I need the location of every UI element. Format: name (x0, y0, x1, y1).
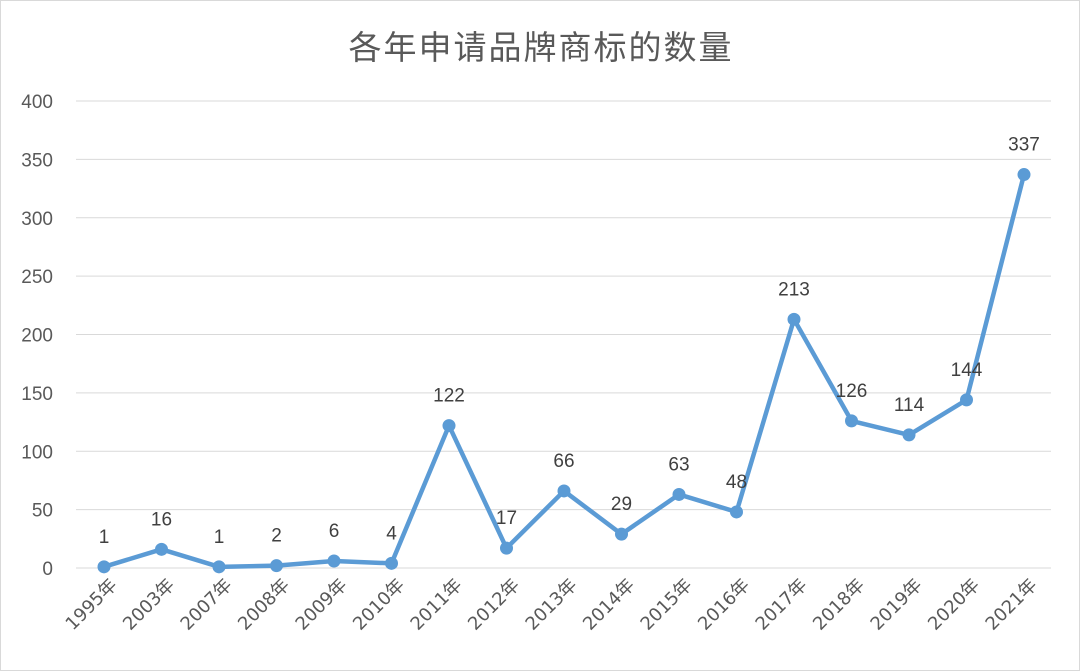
data-label: 66 (553, 451, 574, 472)
y-axis-ticks: 0 50 100 150 200 250 300 350 400 (21, 92, 53, 580)
y-tick-label: 400 (21, 92, 53, 113)
data-label: 16 (151, 509, 172, 530)
data-label: 1 (99, 527, 110, 548)
x-tick-label: 2017年 (752, 575, 812, 635)
data-label: 337 (1008, 135, 1040, 156)
data-point (385, 556, 398, 570)
data-point (270, 559, 283, 573)
x-tick-label: 2007年 (177, 575, 237, 635)
data-point (902, 428, 916, 442)
x-tick-label: 2014年 (579, 575, 639, 635)
y-tick-label: 200 (21, 326, 53, 347)
x-tick-label: 2019年 (867, 575, 927, 635)
x-tick-label: 2015年 (637, 575, 697, 635)
x-tick-label: 2003年 (119, 575, 179, 635)
data-point (212, 560, 226, 574)
x-tick-label: 2009年 (292, 575, 352, 635)
y-tick-label: 100 (21, 442, 53, 463)
x-tick-label: 2011年 (407, 575, 467, 635)
x-tick-label: 2008年 (234, 575, 294, 635)
data-point (327, 554, 341, 568)
data-label: 1 (214, 527, 225, 548)
series-line (101, 172, 1027, 570)
y-tick-label: 350 (21, 150, 53, 171)
chart-title: 各年申请品牌商标的数量 (348, 28, 734, 67)
data-point (1017, 168, 1031, 182)
data-point (557, 484, 571, 498)
x-tick-label: 2018年 (809, 575, 869, 635)
y-tick-label: 150 (21, 384, 53, 405)
x-tick-label: 2016年 (694, 575, 754, 635)
x-tick-label: 2010年 (349, 575, 409, 635)
data-point (155, 542, 168, 556)
data-point (500, 541, 513, 555)
data-label: 48 (726, 472, 747, 493)
x-tick-label: 2013年 (522, 575, 582, 635)
gridlines (76, 100, 1051, 569)
data-point (615, 527, 628, 541)
y-tick-label: 250 (21, 267, 53, 288)
y-tick-label: 0 (42, 559, 53, 580)
x-axis-ticks: 1995年2003年2007年2008年2009年2010年2011年2012年… (62, 575, 1042, 635)
data-label: 4 (386, 523, 397, 544)
x-tick-label: 2021年 (982, 575, 1042, 635)
data-label: 29 (611, 494, 632, 515)
series-line-path (101, 172, 1027, 570)
data-label: 126 (836, 381, 868, 402)
x-tick-label: 2012年 (464, 575, 524, 635)
data-label: 144 (951, 360, 983, 381)
data-point (442, 419, 456, 433)
data-label: 122 (433, 386, 465, 407)
data-points (97, 168, 1031, 574)
data-point (845, 414, 858, 428)
data-label: 63 (668, 454, 689, 475)
y-tick-label: 50 (32, 501, 53, 522)
data-label: 213 (778, 279, 810, 300)
data-point (787, 312, 801, 326)
data-point (97, 560, 111, 574)
x-tick-label: 1995年 (62, 575, 122, 635)
data-point (960, 393, 973, 407)
data-label: 17 (496, 508, 517, 529)
data-label: 6 (329, 521, 340, 542)
data-label: 114 (894, 395, 925, 416)
data-label: 2 (271, 526, 282, 547)
x-tick-label: 2020年 (924, 575, 984, 635)
data-point (672, 487, 686, 501)
y-tick-label: 300 (21, 209, 53, 230)
data-point (730, 505, 743, 519)
